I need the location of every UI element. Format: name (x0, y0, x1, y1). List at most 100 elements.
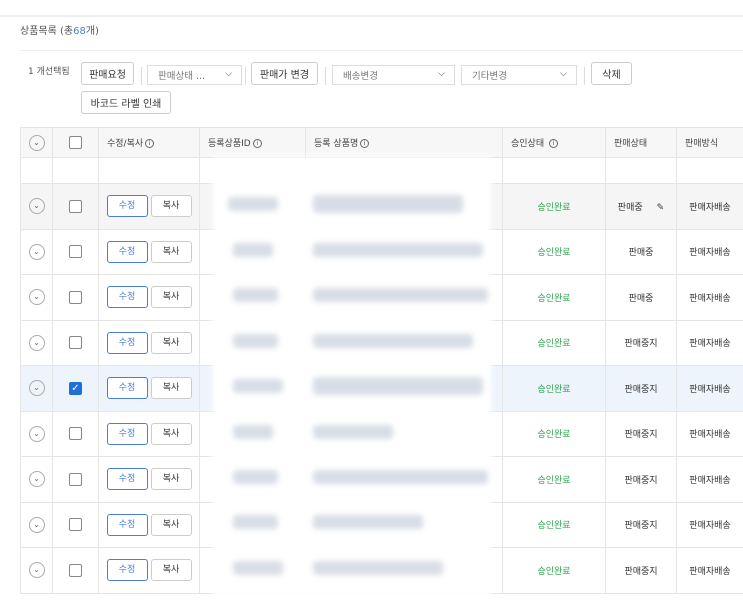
row-checkbox[interactable] (69, 199, 82, 213)
info-icon[interactable]: i (252, 139, 262, 148)
expand-row-icon[interactable]: ⌄ (28, 471, 45, 488)
blurred-product-info (213, 157, 491, 597)
copy-button[interactable]: 복사 (150, 377, 192, 400)
edit-copy-cell: 수정 복사 (98, 183, 200, 230)
price-change-button[interactable]: 판매가 변경 (251, 62, 318, 85)
edit-button[interactable]: 수정 (106, 468, 148, 491)
col-label: 승인상태 (511, 139, 545, 149)
row-checkbox[interactable]: ✓ (69, 381, 82, 395)
expand-row-icon[interactable]: ⌄ (28, 243, 45, 260)
sale-method: 판매자배송 (676, 410, 743, 457)
col-sale-method: 판매방식 (676, 127, 743, 158)
expand-row-icon[interactable]: ⌄ (28, 334, 45, 351)
expand-all-icon[interactable]: ⌄ (28, 134, 45, 151)
expand-row-icon[interactable]: ⌄ (28, 289, 45, 306)
approval-status: 승인완료 (502, 365, 606, 412)
expand-cell: ⌄ (20, 365, 53, 412)
row-checkbox[interactable] (69, 245, 82, 259)
info-icon[interactable]: i (145, 139, 155, 148)
copy-button[interactable]: 복사 (150, 513, 192, 536)
expand-cell: ⌄ (20, 183, 53, 230)
sale-status-text: 판매중지 (624, 475, 658, 486)
info-icon[interactable]: i (549, 139, 558, 148)
pencil-icon[interactable]: ✎ (656, 202, 665, 213)
approval-status: 승인완료 (502, 456, 606, 503)
sale-status: 판매중 ✎ (605, 183, 677, 230)
selected-count: 1 개선택됨 (28, 67, 70, 77)
row-checkbox[interactable] (69, 472, 82, 486)
sale-status-text: 판매중지 (624, 566, 658, 577)
copy-button[interactable]: 복사 (150, 422, 192, 445)
col-label: 등록상품ID (208, 139, 251, 149)
info-icon[interactable]: i (360, 139, 370, 148)
checkbox-cell (52, 228, 99, 275)
copy-button[interactable]: 복사 (150, 286, 192, 309)
checkbox-cell (52, 547, 99, 594)
other-change-select[interactable]: 기타변경 ⌵ (461, 65, 577, 85)
delete-button[interactable]: 삭제 (591, 62, 632, 85)
sale-status-text: 판매중 (628, 293, 654, 304)
sale-method: 판매자배송 (676, 319, 743, 366)
edit-button[interactable]: 수정 (106, 377, 148, 400)
row-checkbox[interactable] (69, 427, 82, 441)
copy-button[interactable]: 복사 (150, 240, 192, 263)
edit-button[interactable]: 수정 (106, 331, 148, 354)
expand-cell: ⌄ (20, 274, 53, 321)
divider (584, 67, 585, 85)
edit-button[interactable]: 수정 (106, 513, 148, 536)
sale-status: 판매중 (605, 274, 677, 321)
select-all-checkbox[interactable] (69, 136, 82, 149)
approval-status: 승인완료 (502, 410, 606, 457)
checkbox-cell (52, 274, 99, 321)
copy-button[interactable]: 복사 (150, 468, 192, 491)
product-count: 68 (73, 26, 86, 37)
approval-status: 승인완료 (502, 274, 606, 321)
expand-cell: ⌄ (20, 410, 53, 457)
sale-request-button[interactable]: 판매요청 (81, 62, 134, 85)
approval-status: 승인완료 (502, 501, 606, 548)
checkbox-cell (52, 456, 99, 503)
col-approval: 승인상태 i (502, 127, 606, 158)
col-label: 등록 상품명 (314, 139, 359, 149)
sale-status-text: 판매중지 (624, 339, 658, 350)
copy-button[interactable]: 복사 (150, 559, 192, 582)
sale-status: 판매중지 (605, 410, 677, 457)
sale-status-select[interactable]: 판매상태 ... ⌵ (147, 65, 242, 85)
edit-button[interactable]: 수정 (106, 240, 148, 263)
divider (0, 15, 743, 17)
row-checkbox[interactable] (69, 336, 82, 350)
expand-row-icon[interactable]: ⌄ (28, 516, 45, 533)
edit-copy-cell: 수정 복사 (98, 228, 200, 275)
sale-method: 판매자배송 (676, 365, 743, 412)
sale-status-text: 판매중 (628, 248, 654, 259)
edit-button[interactable]: 수정 (106, 195, 148, 218)
row-checkbox[interactable] (69, 290, 82, 304)
select-value: 기타변경 (472, 71, 507, 82)
edit-copy-cell: 수정 복사 (98, 365, 200, 412)
expand-row-icon[interactable]: ⌄ (28, 380, 45, 397)
col-edit-copy: 수정/복사 i (98, 127, 200, 158)
expand-row-icon[interactable]: ⌄ (28, 198, 45, 215)
approval-status: 승인완료 (502, 228, 606, 275)
edit-button[interactable]: 수정 (106, 559, 148, 582)
count-suffix: 개) (85, 26, 99, 37)
copy-button[interactable]: 복사 (150, 195, 192, 218)
row-checkbox[interactable] (69, 563, 82, 577)
table-row[interactable]: ⌄ 수정 복사 승인완료 판매중지 판매자배송 (20, 456, 743, 503)
expand-header: ⌄ (20, 127, 53, 158)
expand-row-icon[interactable]: ⌄ (28, 425, 45, 442)
edit-button[interactable]: 수정 (106, 286, 148, 309)
edit-copy-cell: 수정 복사 (98, 547, 200, 594)
shipping-change-select[interactable]: 배송변경 ⌵ (332, 65, 455, 85)
barcode-print-button[interactable]: 바코드 라벨 인쇄 (81, 91, 171, 114)
edit-button[interactable]: 수정 (106, 422, 148, 445)
edit-copy-cell: 수정 복사 (98, 410, 200, 457)
copy-button[interactable]: 복사 (150, 331, 192, 354)
col-product-id: 등록상품ID i (199, 127, 306, 158)
expand-row-icon[interactable]: ⌄ (28, 562, 45, 579)
row-checkbox[interactable] (69, 518, 82, 532)
expand-cell: ⌄ (20, 319, 53, 366)
sale-status-text: 판매중 (617, 202, 643, 213)
approval-status: 승인완료 (502, 319, 606, 366)
divider (245, 67, 246, 85)
